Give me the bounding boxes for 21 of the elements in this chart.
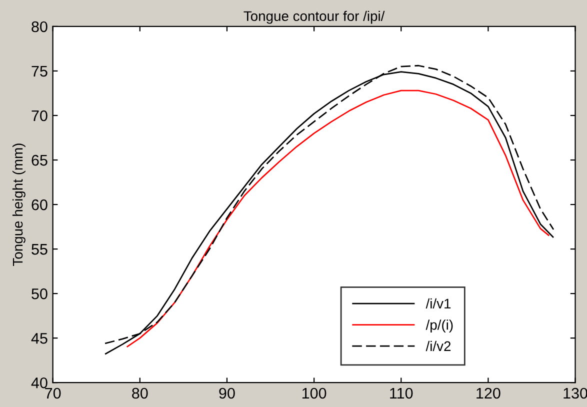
y-tick-label: 45 [31, 333, 48, 344]
legend-label: /i/v2 [426, 340, 451, 352]
x-tick-label: 130 [564, 388, 587, 399]
y-tick-label: 80 [32, 21, 48, 32]
chart-title: Tongue contour for /ipi/ [244, 10, 385, 24]
x-tick-label: 100 [302, 388, 326, 399]
legend-label: /i/v1 [426, 298, 451, 309]
y-tick-label: 40 [31, 377, 48, 388]
x-tick-label: 80 [132, 388, 148, 399]
legend-label: /p/(i) [426, 320, 453, 333]
y-tick-label: 50 [32, 288, 48, 300]
y-tick-label: 70 [32, 110, 48, 122]
x-tick-label: 90 [219, 388, 235, 399]
y-tick-label: 75 [32, 66, 48, 77]
y-axis-title: Tongue height (mm) [12, 144, 26, 266]
y-tick-label: 60 [32, 199, 48, 210]
y-tick-label: 65 [32, 154, 48, 166]
x-tick-label: 110 [390, 388, 413, 399]
y-tick-label: 55 [32, 244, 48, 255]
x-tick-label: 70 [45, 388, 61, 399]
x-tick-label: 120 [476, 388, 500, 399]
